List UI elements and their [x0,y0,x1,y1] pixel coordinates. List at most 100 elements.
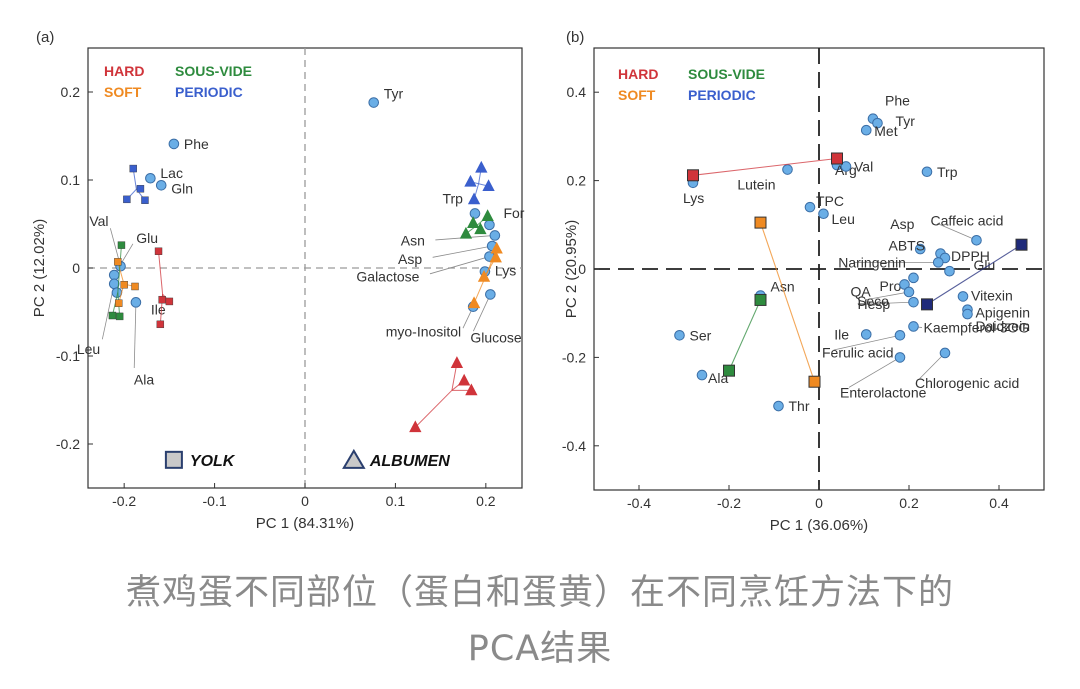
variable-label: Val [854,158,873,174]
y-tick-label: 0.2 [567,173,587,189]
variable-point [860,329,872,340]
variable-label: Caffeic acid [931,212,1004,228]
variable-label: QA [851,283,872,299]
leader-line [133,302,137,369]
legend-sous-vide: SOUS-VIDE [688,66,765,82]
variable-point [957,291,969,302]
series-line-periodic [926,244,1022,305]
variable-point [469,208,481,219]
variable-label: Ser [690,327,712,343]
marker-periodic-square [123,195,131,204]
variable-label: Lutein [737,177,775,193]
variable-label: Trp [937,164,958,180]
x-tick-label: 0.4 [989,495,1009,511]
marker-periodic-square [1015,238,1028,251]
variable-label: Glu [136,230,158,246]
caption-line-1: 煮鸡蛋不同部位（蛋白和蛋黄）在不同烹饪方法下的 [125,573,954,613]
variable-layer: PheTyrMetArgValTrpLuteinLysTPCLeuAspCaff… [674,93,1030,414]
y-tick-label: 0.4 [567,84,587,100]
variable-point [894,352,906,363]
x-tick-label: 0.1 [386,493,406,509]
panel-label: (a) [36,29,54,46]
yolk-legend-square [164,450,183,469]
leader-line [429,256,490,275]
marker-hard-square [831,152,843,165]
variable-label: Asn [401,232,425,248]
series-line-hard [692,157,838,176]
marker-soft-triangle [467,296,481,309]
variable-label: Ile [151,302,166,318]
variable-label: For [503,205,524,221]
variable-point [368,97,380,108]
marker-soft-triangle [489,250,502,263]
marker-periodic-square [129,164,137,173]
variable-label: Leu [832,211,855,227]
y-tick-label: -0.2 [562,349,586,365]
variable-point [168,138,180,150]
leader-line [919,352,946,380]
variable-point [804,201,816,213]
variable-label: Gln [171,180,193,196]
variable-label: myo-Inositol [386,324,461,340]
series-line-sous-vide [117,245,122,293]
variable-label: Glu [974,257,996,273]
legend-periodic: PERIODIC [688,87,756,103]
variable-label: Hesp [858,296,891,312]
variable-label: TPC [816,193,844,209]
variable-label: DPPH [951,248,990,264]
marker-hard-square [156,320,165,329]
marker-periodic-square [136,185,145,193]
legend: HARD SOUS-VIDE SOFT PERIODIC [618,66,765,103]
y-tick-label: 0.2 [61,84,81,100]
variable-point [908,272,919,284]
marker-soft-square [808,375,821,388]
pca-figure: (a) -0.2 -0.1 0 0.1 0.2 -0.2 -0.1 0 0.1 0.2 PC 1 (8… [31,29,1045,534]
variable-label: Lac [160,165,183,181]
figure-caption: 煮鸡蛋不同部位（蛋白和蛋黄）在不同烹饪方法下的 PCA结果 [0,565,1080,677]
marker-sous-vide-square [723,364,735,377]
variable-label: Lys [683,190,704,206]
legend-hard: HARD [618,66,658,82]
variable-label: Val [89,213,108,229]
variable-point [903,286,915,298]
variable-point [108,278,120,290]
marker-soft-square [114,258,122,266]
variable-point [921,166,933,178]
variable-point [130,297,142,308]
y-axis-label: PC 2 (12.02%) [31,219,48,317]
variable-label: Tyr [384,86,404,102]
x-tick-label: -0.4 [627,495,651,511]
x-axis-label: PC 1 (84.31%) [256,515,354,532]
variable-label: Met [874,123,897,139]
marker-periodic-triangle [475,160,488,173]
leader-line [472,294,491,332]
marker-hard-square [158,295,166,304]
variable-label: Kaempferol-3OG [924,319,1030,335]
variable-label: Phe [184,136,209,152]
y-tick-label: -0.2 [56,436,80,452]
variable-point [908,321,919,332]
marker-periodic-triangle [464,174,477,187]
marker-sous-vide-square [117,241,126,249]
marker-hard-triangle [465,383,478,396]
marker-periodic-triangle [482,179,495,192]
series-line-hard [414,389,453,428]
variable-label: Trp [442,190,463,206]
variable-label: Lys [495,263,516,279]
series-line-soft [117,261,125,285]
y-tick-label: 0 [72,260,80,276]
legend-periodic: PERIODIC [175,84,243,100]
group-label-albumen: ALBUMEN [369,453,450,470]
x-tick-label: -0.2 [717,495,741,511]
variable-label: Chlorogenic acid [915,375,1019,391]
variable-point [145,172,156,184]
variable-point [108,269,120,281]
x-axis-label: PC 1 (36.06%) [770,517,868,534]
legend: HARD SOUS-VIDE SOFT PERIODIC [104,63,252,100]
series-layer [687,152,1028,388]
variable-point [908,296,919,308]
legend-sous-vide: SOUS-VIDE [175,63,252,79]
marker-sous-vide-triangle [474,222,487,235]
marker-hard-triangle [450,356,464,368]
